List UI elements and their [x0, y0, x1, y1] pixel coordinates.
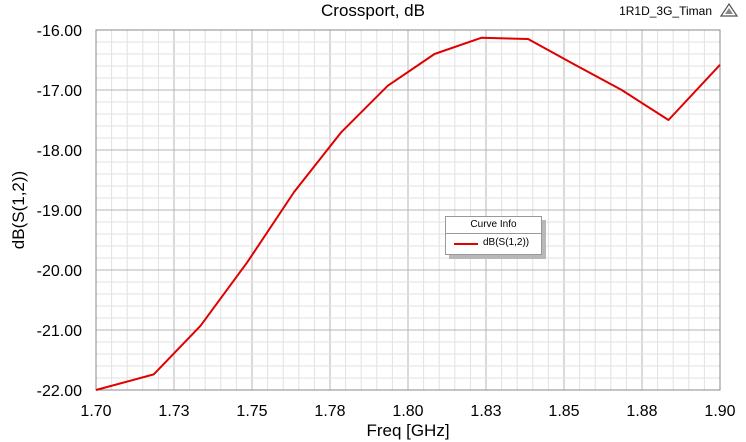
y-axis-label: dB(S(1,2)): [9, 171, 28, 249]
x-tick-label: 1.78: [314, 403, 345, 420]
legend-label: dB(S(1,2)): [483, 237, 530, 248]
y-tick-label: -21.00: [37, 323, 82, 340]
y-tick-label: -16.00: [37, 23, 82, 40]
chart-title: Crossport, dB: [321, 1, 425, 20]
x-tick-label: 1.73: [158, 403, 189, 420]
x-tick-label: 1.70: [80, 403, 111, 420]
grid-layer: [96, 30, 720, 390]
x-tick-label: 1.83: [470, 403, 501, 420]
series-line: [95, 36, 721, 391]
plot-frame: [95, 29, 721, 391]
y-tick-label: -17.00: [37, 83, 82, 100]
x-tick-label: 1.85: [548, 403, 579, 420]
x-tick-label: 1.90: [704, 403, 735, 420]
legend-entry: dB(S(1,2)): [446, 234, 541, 254]
legend[interactable]: Curve Info dB(S(1,2)): [445, 216, 542, 255]
legend-swatch: [454, 243, 478, 245]
y-tick-label: -22.00: [37, 383, 82, 400]
series-layer: [95, 36, 721, 391]
y-tick-label: -18.00: [37, 143, 82, 160]
tick-layer: 1.70 1.73 1.75 1.78 1.80 1.83 1.85 1.88 1.90 -16.…: [37, 23, 736, 420]
x-axis-label: Freq [GHz]: [366, 421, 449, 440]
x-tick-label: 1.75: [236, 403, 267, 420]
x-tick-label: 1.88: [626, 403, 657, 420]
y-tick-label: -20.00: [37, 263, 82, 280]
legend-title: Curve Info: [446, 217, 541, 234]
ansys-logo-icon: [720, 3, 738, 17]
x-tick-label: 1.80: [392, 403, 423, 420]
project-label: 1R1D_3G_Timan: [619, 4, 712, 18]
y-tick-label: -19.00: [37, 203, 82, 220]
